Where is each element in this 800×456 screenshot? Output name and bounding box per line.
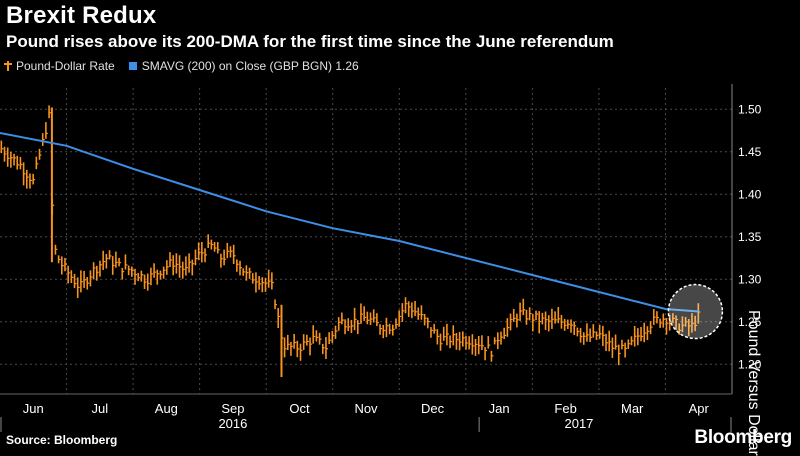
- x-tick-label: Oct: [289, 401, 310, 416]
- x-tick-label: Mar: [621, 401, 644, 416]
- smavg-line: [0, 132, 699, 313]
- x-tick-label: Jan: [489, 401, 510, 416]
- legend-label-pound-dollar: Pound-Dollar Rate: [16, 59, 115, 73]
- x-tick-label: Sep: [221, 401, 244, 416]
- y-tick-label: 1.20: [738, 357, 762, 371]
- y-tick-label: 1.25: [738, 315, 762, 329]
- y-tick-label: 1.40: [738, 187, 762, 201]
- y-tick-label: 1.35: [738, 230, 762, 244]
- year-label: 2016: [218, 416, 247, 431]
- y-tick-label: 1.30: [738, 272, 762, 286]
- x-tick-label: Apr: [689, 401, 710, 416]
- source-note: Source: Bloomberg: [6, 433, 118, 447]
- x-tick-label: Nov: [354, 401, 378, 416]
- x-tick-label: Aug: [155, 401, 178, 416]
- crossover-highlight: [667, 283, 724, 340]
- x-tick-label: Jun: [23, 401, 44, 416]
- x-tick-label: Jul: [92, 401, 109, 416]
- year-label: 2017: [564, 416, 593, 431]
- chart-title: Brexit Redux: [6, 2, 157, 29]
- y-tick-label: 1.45: [738, 145, 762, 159]
- legend-label-smavg: SMAVG (200) on Close (GBP BGN) 1.26: [141, 59, 359, 73]
- legend-item-pound-dollar: Pound-Dollar Rate: [4, 59, 115, 73]
- legend: Pound-Dollar Rate SMAVG (200) on Close (…: [4, 59, 373, 73]
- x-tick-label: Feb: [554, 401, 576, 416]
- x-tick-label: Dec: [421, 401, 445, 416]
- y-tick-label: 1.50: [738, 102, 762, 116]
- ohlc-bar-icon: [4, 61, 12, 71]
- chart-subtitle: Pound rises above its 200-DMA for the fi…: [6, 32, 614, 51]
- bloomberg-logo: Bloomberg: [694, 427, 792, 448]
- line-swatch-icon: [128, 62, 137, 70]
- legend-item-smavg: SMAVG (200) on Close (GBP BGN) 1.26: [128, 59, 359, 73]
